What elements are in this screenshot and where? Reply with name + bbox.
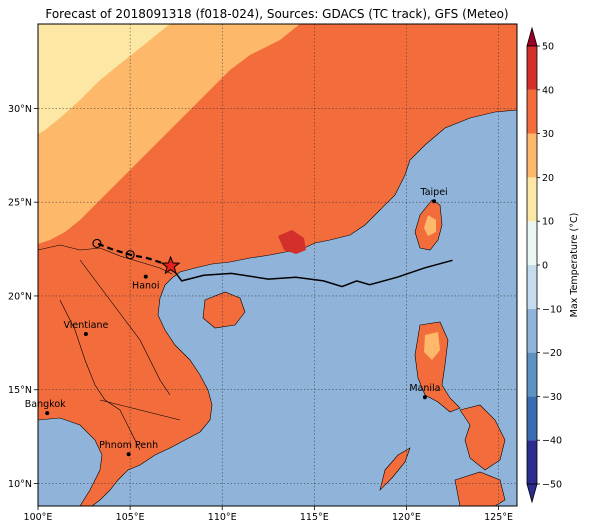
longitude-ticks: 100°E 105°E 110°E 115°E 120°E 125°E [24,506,513,523]
x-tick-label: 120°E [392,512,421,523]
forecast-point-icon [125,250,135,260]
city-marker: Taipei [419,187,448,204]
colorbar-tick-label: 0 [542,261,548,272]
city-dot-icon [45,411,50,416]
colorbar-tick-label: −30 [542,392,562,403]
colorbar: −50 −40 −30 −20 −10 0 10 20 30 40 50 [526,26,562,504]
colorbar-bin [527,89,537,134]
luzon-warm-core [424,332,440,360]
forecast-point-icon [92,238,102,249]
latitude-ticks: 10°N 15°N 20°N 25°N 30°N [8,104,38,490]
city-dot-icon [432,199,437,204]
philippines-south-islands [459,404,506,471]
mainland-land [38,24,517,506]
colorbar-tick-label: −50 [542,480,562,491]
map-gridlines [37,24,517,506]
colorbar-bin [527,133,537,178]
colorbar-tick-label: −40 [542,436,562,447]
colorbar-tick-label: 50 [542,42,554,53]
palawan-island [379,447,411,491]
city-label: Hanoi [132,281,159,292]
x-tick-label: 100°E [24,512,53,523]
colorbar-extend-min [526,483,538,504]
map-panel: Taipei Hanoi Vientiane Manila Bangkok Phnom P… [8,23,518,523]
city-label: Vientiane [63,320,108,331]
city-label: Taipei [419,187,447,198]
city-dot-icon [143,274,148,279]
colorbar-tick-label: 10 [542,217,554,228]
city-label: Manila [409,383,440,394]
taiwan-warm-core [424,215,436,236]
cyclone-track-observed [169,259,453,288]
y-tick-label: 25°N [8,198,32,209]
hainan-island [202,291,246,329]
city-marker: Manila [409,383,440,400]
city-label: Bangkok [25,399,66,410]
city-markers: Taipei Hanoi Vientiane Manila Bangkok Phnom P… [25,187,448,457]
colorbar-bin [527,308,537,353]
x-tick-label: 110°E [208,512,237,523]
mindanao-north [454,471,506,506]
land-areas [38,24,517,506]
colorbar-tick-label: −10 [542,304,562,315]
gulf-of-thailand [38,417,103,506]
y-tick-label: 20°N [8,291,32,302]
city-dot-icon [422,395,427,400]
colorbar-bin [527,177,537,222]
colorbar-label: Max Temperature (°C) [569,213,580,318]
land-hot-spot [278,230,306,254]
city-marker: Hanoi [132,274,160,292]
city-label: Phnom Penh [99,440,158,451]
city-marker: Vientiane [63,320,108,337]
x-tick-label: 115°E [300,512,329,523]
city-dot-icon [83,332,88,337]
cyclone-track-forecast [96,242,171,267]
city-marker: Bangkok [25,399,66,416]
land-warm-north [38,24,300,244]
y-tick-label: 10°N [8,479,32,490]
colorbar-bin [527,440,537,484]
current-position-star-icon [160,255,181,275]
x-tick-label: 105°E [116,512,145,523]
map-frame [37,23,518,507]
city-dot-icon [126,452,131,457]
colorbar-tick-label: −20 [542,348,562,359]
land-cool-north [38,24,170,134]
forecast-points [92,238,135,260]
colorbar-bin [527,265,537,309]
colorbar-bin [527,46,537,90]
colorbar-tick-label: 30 [542,129,554,140]
y-tick-label: 30°N [8,104,32,115]
colorbar-bin [527,396,537,441]
figure-title: Forecast of 2018091318 (f018-024), Sourc… [45,7,508,21]
colorbar-bin [527,221,537,265]
y-tick-label: 15°N [8,385,32,396]
city-marker: Phnom Penh [99,440,158,457]
colorbar-bin [527,352,537,397]
colorbar-tick-label: 40 [542,85,554,96]
colorbar-tick-label: 20 [542,173,554,184]
colorbar-extend-max [526,26,538,47]
x-tick-label: 125°E [484,512,513,523]
